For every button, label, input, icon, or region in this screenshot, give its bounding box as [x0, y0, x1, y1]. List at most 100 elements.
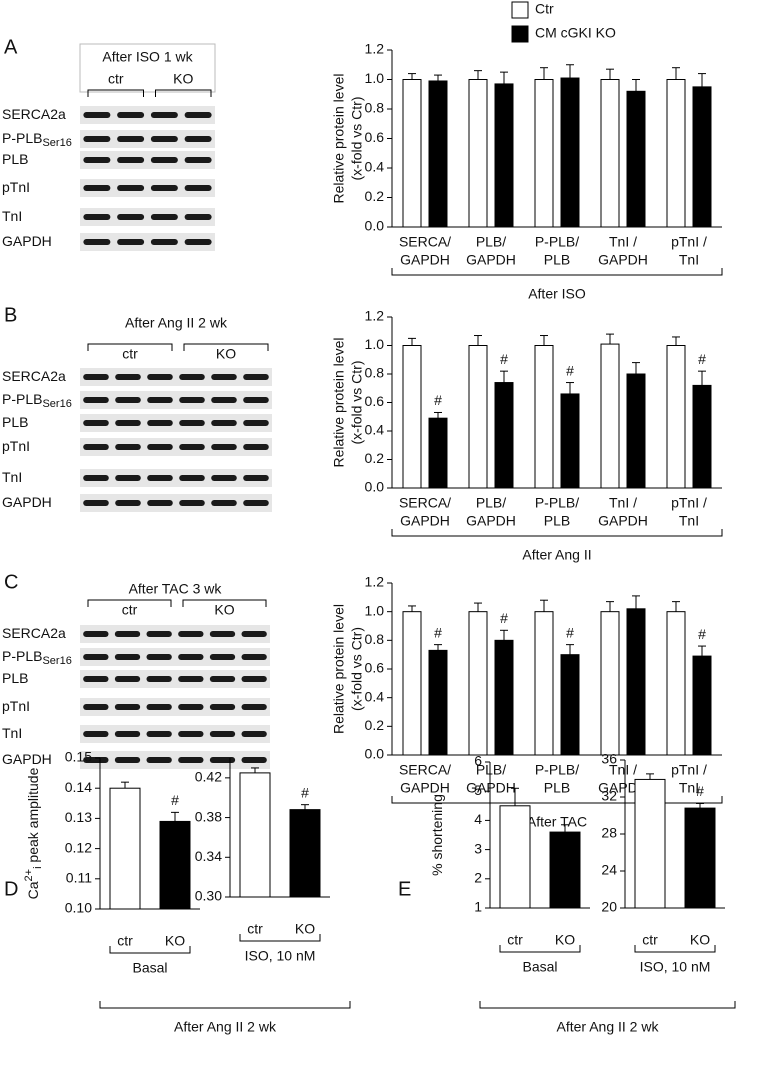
y-tick-label: 0.38 — [195, 808, 222, 824]
x-tick-label: PLB — [544, 252, 570, 268]
blot-band — [179, 420, 205, 426]
y-tick-label: 0.6 — [365, 129, 385, 145]
bar — [560, 654, 580, 756]
blot-band — [115, 444, 141, 450]
panel-footer: After Ang II 2 wk — [557, 1019, 660, 1035]
bar — [600, 79, 620, 228]
blot-band — [150, 239, 178, 245]
blot-band — [211, 374, 237, 380]
blot-band — [184, 214, 212, 220]
blot-band — [178, 676, 204, 682]
y-tick-label: 0.8 — [365, 631, 385, 647]
bar — [428, 649, 448, 756]
bar — [468, 79, 488, 228]
bar — [402, 611, 422, 756]
bar — [428, 80, 448, 228]
y-axis-label-part: % shortening — [429, 794, 445, 876]
blot-row-label: TnI — [2, 208, 22, 224]
x-tick-label: GAPDH — [400, 252, 450, 268]
blot-band — [114, 654, 141, 660]
blot-band — [209, 654, 236, 660]
panel-footer: After Ang II 2 wk — [174, 1019, 277, 1035]
row-name: pTnI — [2, 438, 30, 454]
blot-band — [209, 757, 236, 763]
blot-strip — [80, 106, 215, 124]
bar — [626, 608, 646, 756]
row-name: P-PLB — [2, 130, 42, 146]
blot-band — [83, 136, 111, 142]
blot-row-label: pTnI — [2, 698, 30, 714]
panel-letter: E — [398, 878, 411, 900]
blot-strip — [80, 625, 270, 643]
bar — [402, 345, 422, 489]
y-tick-label: 0.13 — [65, 809, 92, 825]
bar — [692, 384, 712, 489]
y-tick-label: 1.2 — [365, 308, 385, 324]
y-tick-label: 0.14 — [65, 779, 92, 795]
lane-group-label: KO — [216, 346, 236, 362]
bar — [634, 778, 666, 909]
y-tick-label: 1.0 — [365, 70, 385, 86]
row-name: TnI — [2, 725, 22, 741]
blot-band — [83, 475, 109, 481]
row-name: GAPDH — [2, 751, 52, 767]
bar — [534, 611, 554, 756]
blot-strip — [80, 179, 215, 197]
group-label: Basal — [522, 959, 557, 975]
y-tick-label: 3 — [474, 840, 482, 856]
x-tick-label: ctr — [247, 921, 263, 937]
row-name: GAPDH — [2, 494, 52, 510]
bar — [159, 820, 191, 910]
blot-band — [243, 397, 269, 403]
blot-row-label: P-PLBSer16 — [2, 648, 72, 667]
significance-mark: # — [696, 783, 704, 799]
blot-band — [114, 731, 141, 737]
x-tick-label: TnI / — [609, 495, 637, 511]
x-tick-label: TnI / — [609, 762, 637, 778]
significance-mark: # — [698, 626, 706, 642]
blot-band — [115, 397, 141, 403]
bar — [534, 345, 554, 489]
x-tick-label: SERCA/ — [399, 495, 451, 511]
blot-title: After Ang II 2 wk — [125, 315, 228, 331]
blot-band — [83, 757, 109, 763]
blot-band — [241, 731, 267, 737]
bracket — [87, 89, 144, 97]
blot-band — [115, 500, 141, 506]
blot-band — [243, 475, 269, 481]
blot-band — [114, 631, 141, 637]
y-tick-label: 0.8 — [365, 365, 385, 381]
blot-band — [184, 239, 212, 245]
blot-band — [117, 239, 145, 245]
y-tick-label: 5 — [474, 782, 482, 798]
bar — [666, 611, 686, 756]
significance-mark: # — [434, 392, 442, 408]
blot-band — [209, 676, 236, 682]
legend-swatch — [511, 1, 529, 19]
blot-strip — [80, 670, 270, 688]
significance-mark: # — [500, 351, 508, 367]
legend-swatch — [511, 25, 529, 43]
blot-strip — [80, 130, 215, 148]
blot-row-label: P-PLBSer16 — [2, 130, 72, 149]
blot-band — [241, 631, 267, 637]
bar — [626, 373, 646, 489]
bar — [494, 382, 514, 489]
x-tick-label: P-PLB/ — [535, 234, 579, 250]
bracket — [239, 934, 321, 942]
row-subscript: Ser16 — [42, 398, 71, 410]
x-tick-label: GAPDH — [400, 780, 450, 796]
bar — [692, 86, 712, 228]
blot-band — [179, 397, 205, 403]
blot-band — [178, 757, 204, 763]
y-tick-label: 0.0 — [365, 479, 385, 495]
blot-band — [146, 676, 172, 682]
blot-band — [83, 112, 111, 118]
panel-letter: D — [4, 878, 18, 900]
blot-band — [243, 500, 269, 506]
y-tick-label: 1.2 — [365, 41, 385, 57]
y-axis-label: Relative protein level — [331, 604, 347, 734]
bar — [534, 79, 554, 228]
bar — [560, 393, 580, 489]
